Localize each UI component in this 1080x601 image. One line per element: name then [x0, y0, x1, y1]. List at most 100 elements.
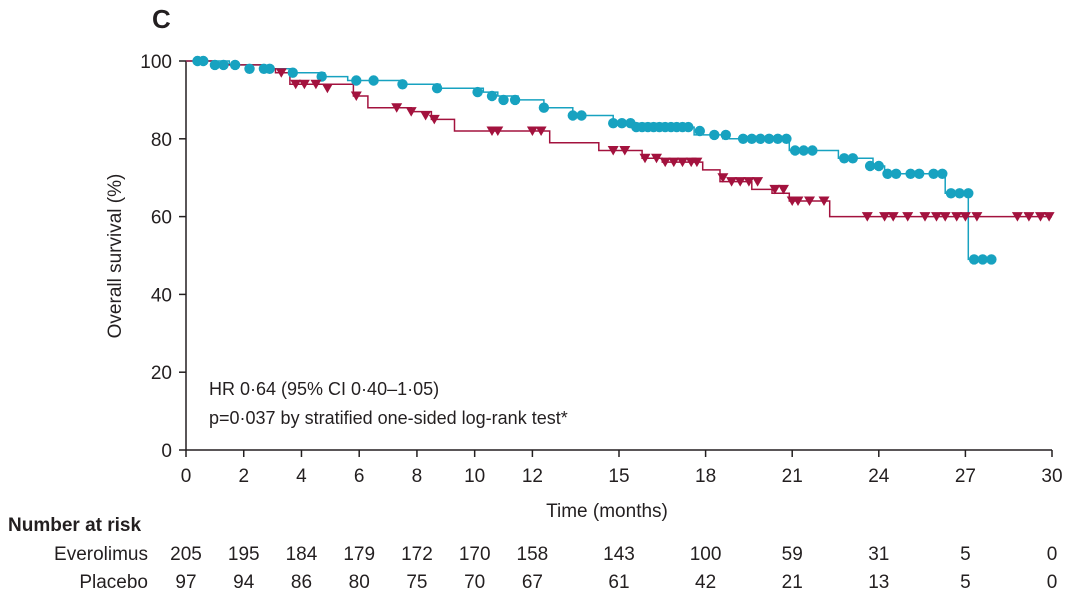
risk-value-placebo: 61 — [608, 572, 629, 593]
censor-marker-everolimus — [567, 110, 578, 121]
censor-marker-placebo — [971, 212, 983, 222]
y-tick-label: 60 — [151, 208, 172, 229]
censor-marker-placebo — [405, 107, 417, 117]
censor-marker-placebo — [931, 212, 942, 222]
censor-marker-everolimus — [807, 145, 818, 156]
censor-marker-everolimus — [847, 153, 858, 164]
censor-marker-placebo — [951, 212, 963, 222]
censor-marker-placebo — [420, 111, 432, 121]
censor-marker-everolimus — [218, 59, 229, 71]
censor-marker-everolimus — [781, 133, 792, 144]
y-tick-label: 0 — [161, 441, 172, 462]
y-tick-label: 20 — [151, 363, 172, 384]
censor-marker-everolimus — [746, 133, 757, 144]
risk-value-placebo: 0 — [1047, 572, 1058, 593]
risk-value-placebo: 97 — [175, 572, 196, 593]
censor-marker-placebo — [902, 212, 914, 222]
censor-marker-everolimus — [937, 168, 948, 179]
censor-marker-everolimus — [945, 188, 957, 199]
censor-marker-everolimus — [763, 133, 775, 144]
censor-marker-everolimus — [287, 67, 298, 78]
censor-marker-placebo — [619, 146, 631, 156]
risk-value-everolimus: 172 — [401, 544, 433, 565]
censor-marker-placebo — [778, 184, 789, 195]
hazard-ratio-annotation: HR 0·64 (95% CI 0·40–1·05) — [209, 379, 439, 399]
censor-marker-everolimus — [963, 188, 974, 199]
censor-marker-placebo — [298, 79, 310, 90]
risk-value-everolimus: 143 — [603, 544, 635, 565]
censor-marker-everolimus — [509, 94, 521, 106]
censor-marker-everolimus — [244, 63, 255, 74]
censor-marker-placebo — [691, 157, 703, 168]
censor-marker-placebo — [668, 157, 680, 168]
x-tick-label: 27 — [955, 466, 976, 487]
risk-value-everolimus: 100 — [690, 544, 722, 565]
censor-marker-placebo — [310, 79, 322, 90]
risk-value-everolimus: 170 — [459, 544, 491, 565]
censor-marker-placebo — [526, 126, 538, 136]
risk-value-everolimus: 59 — [782, 544, 803, 565]
censor-marker-everolimus — [709, 129, 720, 141]
x-tick-label: 12 — [522, 466, 543, 487]
risk-value-placebo: 70 — [464, 572, 485, 593]
censor-marker-everolimus — [608, 118, 619, 129]
risk-value-everolimus: 179 — [343, 544, 375, 565]
risk-value-placebo: 13 — [868, 572, 889, 593]
risk-values: 205 195 184 179 172 170 158 143 100 59 31 5 0 97 94 86 8… — [170, 544, 1057, 593]
censor-marker-everolimus — [839, 153, 850, 164]
survival-curves — [186, 60, 1052, 261]
censor-marker-everolimus — [890, 168, 902, 179]
risk-row-label-placebo: Placebo — [79, 572, 148, 593]
x-tick-label: 10 — [464, 466, 485, 487]
censor-marker-everolimus — [264, 63, 275, 74]
censor-marker-placebo — [677, 157, 688, 168]
censor-marker-everolimus — [772, 133, 783, 144]
x-tick-label: 8 — [412, 466, 423, 487]
risk-value-placebo: 75 — [406, 572, 427, 593]
censor-marker-everolimus — [616, 118, 628, 129]
censor-marker-placebo — [726, 177, 738, 187]
y-ticks: 0 20 40 60 80 100 — [140, 52, 186, 462]
censor-marker-placebo — [1043, 212, 1055, 222]
x-tick-label: 24 — [868, 466, 890, 487]
risk-value-everolimus: 195 — [228, 544, 260, 565]
number-at-risk-heading: Number at risk — [8, 515, 141, 536]
risk-value-placebo: 80 — [349, 572, 370, 593]
x-tick-label: 21 — [782, 466, 803, 487]
censor-marker-placebo — [535, 126, 547, 136]
censor-marker-placebo — [887, 212, 899, 222]
censor-marker-everolimus — [789, 145, 801, 156]
censor-marker-everolimus — [229, 59, 241, 71]
censor-marker-everolimus — [864, 160, 876, 172]
x-tick-label: 30 — [1041, 466, 1062, 487]
censor-marker-placebo — [743, 177, 755, 187]
censor-marker-placebo — [321, 83, 333, 94]
risk-value-everolimus: 184 — [286, 544, 318, 565]
censor-marker-everolimus — [198, 55, 209, 67]
risk-value-everolimus: 205 — [170, 544, 202, 565]
censor-marker-placebo — [1035, 212, 1046, 222]
risk-value-placebo: 21 — [782, 572, 803, 593]
censor-marker-everolimus — [755, 133, 766, 144]
censor-marker-everolimus — [576, 110, 587, 121]
censor-marker-everolimus — [351, 75, 362, 86]
censor-marker-everolimus — [368, 75, 379, 86]
censor-marker-everolimus — [209, 59, 221, 71]
x-tick-label: 2 — [238, 466, 249, 487]
censor-marker-everolimus — [397, 79, 408, 90]
censor-marker-everolimus — [316, 71, 327, 82]
censor-marker-placebo — [804, 196, 815, 206]
censor-marker-placebo — [818, 196, 830, 206]
censor-marker-placebo — [290, 79, 302, 90]
risk-value-everolimus: 5 — [960, 544, 971, 565]
censor-marker-placebo — [492, 126, 504, 136]
censor-marker-placebo — [792, 196, 804, 206]
censor-marker-everolimus — [737, 133, 749, 144]
censor-marker-everolimus — [538, 102, 550, 113]
x-tick-label: 4 — [296, 466, 307, 487]
censor-marker-placebo — [651, 153, 662, 164]
censor-marker-placebo — [919, 212, 931, 222]
censor-marker-everolimus — [431, 83, 443, 94]
y-tick-label: 80 — [151, 130, 172, 151]
censor-marker-everolimus — [914, 168, 925, 179]
